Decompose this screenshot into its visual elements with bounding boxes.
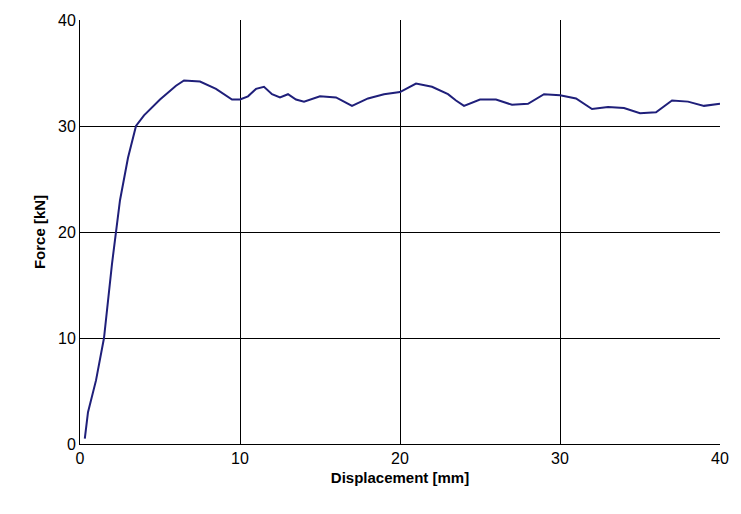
svg-text:40: 40 [711,450,729,467]
svg-text:40: 40 [58,12,76,29]
svg-text:30: 30 [551,450,569,467]
svg-text:10: 10 [58,330,76,347]
svg-text:20: 20 [58,224,76,241]
svg-text:30: 30 [58,118,76,135]
svg-text:Force [kN]: Force [kN] [31,195,48,269]
svg-text:10: 10 [231,450,249,467]
svg-text:0: 0 [76,450,85,467]
svg-text:Displacement [mm]: Displacement [mm] [331,469,469,486]
svg-text:20: 20 [391,450,409,467]
svg-text:0: 0 [67,436,76,453]
